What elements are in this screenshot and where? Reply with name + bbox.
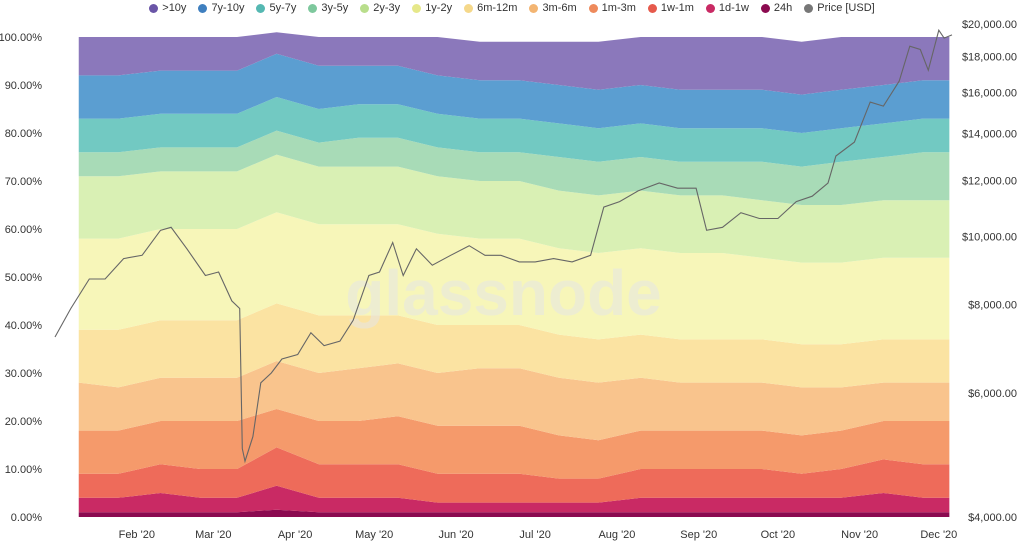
watermark: glassnode [345, 257, 662, 329]
area-1y-2y [78, 212, 950, 345]
x-tick-label: Jun '20 [438, 529, 473, 541]
y-left-tick-label: 80.00% [5, 128, 43, 140]
y-right-tick-label: $14,000.00 [962, 128, 1017, 140]
legend-swatch-icon [588, 3, 598, 13]
y-left-tick-label: 50.00% [5, 272, 43, 284]
legend-label: 2y-3y [373, 2, 401, 14]
x-tick-label: Mar '20 [195, 529, 231, 541]
legend-item[interactable]: 3y-5y [308, 2, 348, 14]
legend-label: 1m-3m [601, 2, 636, 14]
y-left-tick-label: 10.00% [5, 464, 43, 476]
legend-swatch-icon [308, 3, 318, 13]
legend-swatch-icon [464, 3, 474, 13]
y-left-tick-label: 30.00% [5, 368, 43, 380]
legend-label: 3m-6m [542, 2, 577, 14]
x-tick-label: May '20 [355, 529, 393, 541]
legend-item[interactable]: 2y-3y [360, 2, 400, 14]
area-1d-1w [78, 485, 950, 513]
y-right-tick-label: $20,000.00 [962, 19, 1017, 31]
legend-label: 3y-5y [321, 2, 349, 14]
area-5y-7y [78, 97, 950, 167]
y-left-tick-label: 60.00% [5, 224, 43, 236]
y-left-tick-label: 100.00% [0, 32, 42, 44]
y-left-tick-label: 0.00% [11, 512, 42, 524]
x-tick-label: Aug '20 [598, 529, 635, 541]
legend-item[interactable]: 6m-12m [464, 2, 517, 14]
x-tick-label: Apr '20 [278, 529, 313, 541]
legend-label: 1y-2y [425, 2, 453, 14]
y-left-tick-label: 20.00% [5, 416, 43, 428]
legend-swatch-icon [705, 3, 715, 13]
legend-item[interactable]: 1w-1m [647, 2, 694, 14]
legend-label: 5y-7y [269, 2, 297, 14]
legend-swatch-icon [760, 3, 770, 13]
y-right-tick-label: $8,000.00 [968, 300, 1017, 312]
area-24h [78, 509, 950, 517]
legend-swatch-icon [360, 3, 370, 13]
legend-swatch-icon [412, 3, 422, 13]
y-right-tick-label: $12,000.00 [962, 175, 1017, 187]
legend-item[interactable]: 24h [760, 2, 793, 14]
price-line [54, 28, 953, 464]
legend-swatch-icon [256, 3, 266, 13]
legend: >10y 7y-10y 5y-7y 3y-5y 2y-3y 1y-2y 6m-12m 3m-6… [0, 2, 1024, 14]
legend-swatch-icon [529, 3, 539, 13]
legend-label: 24h [773, 2, 793, 14]
legend-item[interactable]: Price [USD] [804, 2, 875, 14]
legend-item[interactable]: 3m-6m [529, 2, 577, 14]
y-right-tick-label: $16,000.00 [962, 87, 1017, 99]
legend-swatch-icon [647, 3, 657, 13]
area-6m-12m [78, 303, 950, 388]
x-tick-label: Sep '20 [680, 529, 717, 541]
legend-swatch-icon [198, 3, 208, 13]
x-tick-label: Dec '20 [920, 529, 957, 541]
y-right-tick-label: $18,000.00 [962, 51, 1017, 63]
legend-label: 6m-12m [477, 2, 518, 14]
legend-item[interactable]: 1m-3m [588, 2, 636, 14]
x-tick-label: Jul '20 [519, 529, 550, 541]
legend-item[interactable]: >10y [149, 2, 186, 14]
area-3y-5y [78, 130, 950, 205]
area--10y [78, 32, 950, 95]
legend-item[interactable]: 5y-7y [256, 2, 296, 14]
area-3m-6m [78, 361, 950, 441]
legend-label: 1d-1w [718, 2, 749, 14]
y-left-tick-label: 40.00% [5, 320, 43, 332]
legend-item[interactable]: 7y-10y [198, 2, 244, 14]
x-tick-label: Feb '20 [119, 529, 155, 541]
legend-label: >10y [162, 2, 187, 14]
legend-item[interactable]: 1y-2y [412, 2, 452, 14]
y-right-tick-label: $4,000.00 [968, 512, 1017, 524]
y-left-tick-label: 70.00% [5, 176, 43, 188]
area-1m-3m [78, 409, 950, 479]
legend-item[interactable]: 1d-1w [705, 2, 749, 14]
area-1w-1m [78, 447, 950, 503]
y-left-tick-label: 90.00% [5, 80, 43, 92]
y-right-tick-label: $6,000.00 [968, 388, 1017, 400]
y-right-tick-label: $10,000.00 [962, 231, 1017, 243]
legend-label: 7y-10y [211, 2, 245, 14]
area-7y-10y [78, 53, 950, 133]
legend-label: 1w-1m [660, 2, 694, 14]
x-tick-label: Oct '20 [761, 529, 796, 541]
legend-label: Price [USD] [817, 2, 875, 14]
legend-swatch-icon [149, 3, 159, 13]
area-2y-3y [78, 154, 950, 263]
x-tick-label: Nov '20 [841, 529, 878, 541]
legend-swatch-icon [804, 3, 814, 13]
